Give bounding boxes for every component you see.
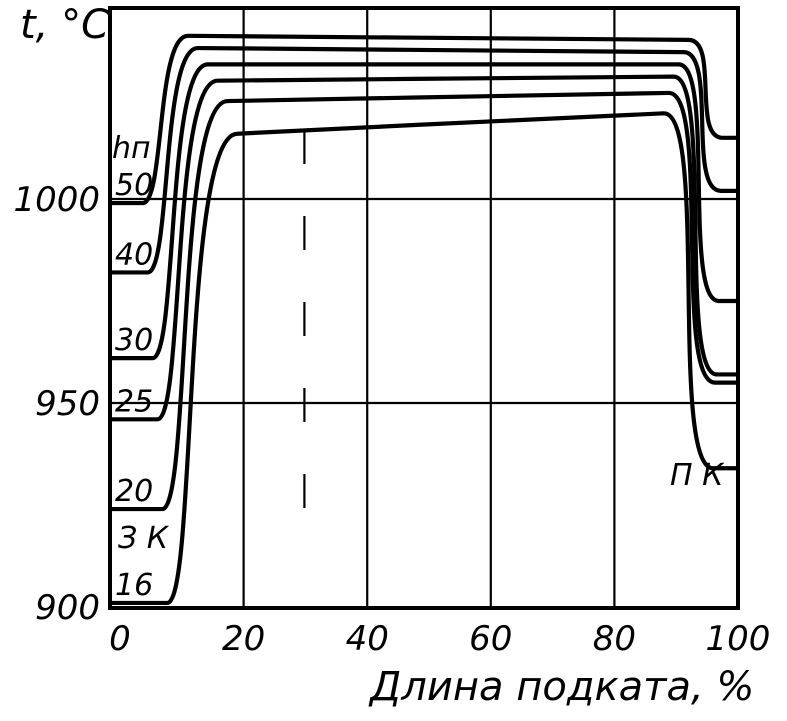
y-tick-950: 950 xyxy=(35,384,100,424)
series-curve-25 xyxy=(107,74,741,422)
x-tick-20: 20 xyxy=(222,619,265,659)
x-tick-60: 60 xyxy=(469,619,512,659)
x-tick-labels: 0 20 40 60 80 100 xyxy=(109,619,770,659)
series-curve-50 xyxy=(107,33,741,206)
finish-end-label: П К xyxy=(670,458,725,493)
x-tick-80: 80 xyxy=(593,619,636,659)
y-tick-labels: 900 950 1000 xyxy=(13,180,100,628)
start-end-label: З К xyxy=(118,521,170,556)
legend-title: hп xyxy=(112,131,151,166)
x-tick-0: 0 xyxy=(109,619,131,659)
series-curve-20 xyxy=(107,90,741,512)
series-labels: 50 40 30 25 20 16 xyxy=(115,168,153,603)
series-curve-40 xyxy=(107,45,741,275)
x-tick-40: 40 xyxy=(346,619,389,659)
x-tick-100: 100 xyxy=(706,619,771,659)
y-tick-1000: 1000 xyxy=(13,180,100,220)
plot-frame xyxy=(108,6,740,610)
grid-lines xyxy=(110,8,738,608)
series-label-16: 16 xyxy=(115,568,153,603)
series-label-30: 30 xyxy=(115,323,153,358)
series-label-20: 20 xyxy=(115,474,153,509)
series-label-40: 40 xyxy=(115,237,153,272)
series-label-50: 50 xyxy=(115,168,153,203)
series-curve-30 xyxy=(107,62,741,361)
series-curve-16 xyxy=(107,111,741,606)
y-axis-title: t, °C xyxy=(20,2,109,48)
y-tick-900: 900 xyxy=(35,588,100,628)
series-curves xyxy=(107,33,741,606)
series-label-25: 25 xyxy=(115,384,153,419)
x-axis-title: Длина подката, % xyxy=(368,664,754,710)
